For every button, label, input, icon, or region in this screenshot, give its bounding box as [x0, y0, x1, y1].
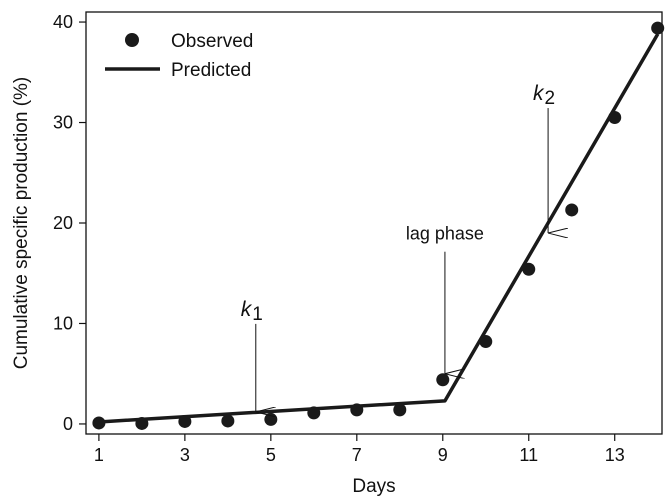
series-layer: [92, 21, 665, 430]
legend-observed-marker: [125, 33, 139, 47]
legend-observed-label: Observed: [171, 31, 253, 52]
y-axis-title: Cumulative specific production (%): [11, 77, 32, 370]
y-tick-label: 30: [53, 113, 73, 133]
observed-point: [651, 21, 665, 35]
x-tick-label: 9: [438, 445, 448, 465]
x-tick-label: 3: [180, 445, 190, 465]
observed-point: [92, 416, 106, 430]
annotation-label: k2: [533, 82, 555, 109]
observed-point: [135, 416, 149, 430]
observed-point: [307, 406, 321, 420]
observed-point: [178, 414, 192, 428]
annotation-label: k1: [241, 298, 263, 325]
y-tick-label: 0: [63, 414, 73, 434]
y-tick-label: 10: [53, 313, 73, 333]
predicted-line: [98, 33, 660, 424]
y-axis-ticks: 0 10 20 30 40: [53, 12, 86, 434]
x-tick-label: 13: [605, 445, 625, 465]
observed-point: [565, 203, 579, 217]
x-axis-title: Days: [352, 476, 395, 497]
observed-point: [436, 373, 450, 387]
observed-point: [608, 111, 622, 124]
annotation-layer: k1 lag phase k2: [241, 82, 555, 412]
y-tick-label: 20: [53, 213, 73, 233]
observed-point: [221, 414, 235, 428]
x-tick-label: 7: [352, 445, 362, 465]
x-axis-ticks: 1 3 5 7 9 11 13: [94, 434, 625, 465]
annotation-lag: lag phase: [406, 224, 484, 374]
legend: Observed Predicted: [105, 31, 253, 81]
x-tick-label: 1: [94, 445, 104, 465]
observed-point: [350, 403, 364, 417]
x-tick-label: 11: [519, 445, 538, 465]
observed-point: [393, 403, 407, 417]
annotation-label: lag phase: [406, 224, 484, 244]
y-tick-label: 40: [53, 12, 73, 32]
x-tick-label: 5: [266, 445, 276, 465]
legend-predicted-label: Predicted: [171, 60, 251, 81]
observed-point: [522, 262, 536, 276]
observed-point: [479, 335, 493, 349]
annotation-k1: k1: [241, 298, 263, 412]
annotation-k2: k2: [533, 82, 555, 233]
observed-point: [264, 412, 278, 426]
